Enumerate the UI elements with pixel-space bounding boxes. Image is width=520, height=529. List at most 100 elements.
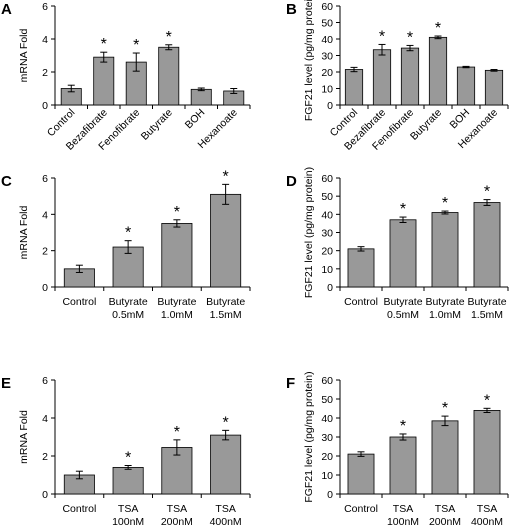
y-tick-label: 40 xyxy=(321,413,333,425)
bar xyxy=(431,212,459,288)
bar xyxy=(372,49,392,106)
y-tick-label: 10 xyxy=(321,470,333,482)
bar xyxy=(161,223,193,288)
y-tick-label: 30 xyxy=(321,432,333,444)
y-tick-label: 4 xyxy=(42,34,48,46)
x-tick-label: 1.5mM xyxy=(471,309,503,321)
y-tick-label: 0 xyxy=(42,282,48,294)
y-tick-label: 30 xyxy=(321,228,333,240)
x-tick-label: 400nM xyxy=(471,516,503,528)
bar xyxy=(400,47,420,106)
bar xyxy=(389,219,417,288)
significance-marker: * xyxy=(223,414,229,431)
x-tick-label: 200nM xyxy=(429,516,461,528)
bar xyxy=(428,36,448,106)
significance-marker: * xyxy=(379,28,385,45)
y-tick-label: 30 xyxy=(321,51,333,63)
y-tick-label: 60 xyxy=(321,1,333,13)
x-tick-label: 1.0mM xyxy=(161,309,193,321)
y-tick-label: 60 xyxy=(321,173,333,185)
y-axis-title: mRNA Fold xyxy=(18,410,30,464)
bar xyxy=(473,202,501,288)
x-tick-label: Control xyxy=(62,296,96,308)
x-tick-label: TSA xyxy=(435,503,455,515)
x-tick-label: 200nM xyxy=(161,516,193,528)
y-axis-title: mRNA Fold xyxy=(18,206,30,260)
x-tick-label: Butyrate xyxy=(408,107,444,143)
panel-d: D 0 10 20 30 40 50 60 FGF21 level (pg/mg protein… xyxy=(286,167,509,321)
significance-marker: * xyxy=(435,20,441,37)
y-tick-label: 4 xyxy=(42,413,48,425)
x-tick-label: 100nM xyxy=(112,516,144,528)
y-tick-label: 20 xyxy=(321,246,333,258)
x-tick-label: TSA xyxy=(118,503,138,515)
y-tick-label: 6 xyxy=(42,375,48,387)
x-tick-label: Butyrate xyxy=(157,296,196,308)
bar xyxy=(112,466,144,495)
x-tick-label: Butyrate xyxy=(139,107,175,143)
significance-marker: * xyxy=(223,168,229,185)
panel-letter: F xyxy=(286,375,295,392)
x-tick-label: Control xyxy=(62,503,96,515)
x-tick-label: Butyrate xyxy=(383,296,422,308)
x-tick-label: TSA xyxy=(167,503,187,515)
x-tick-label: TSA xyxy=(393,503,413,515)
y-axis-title: FGF21 level (pg/mg protein) xyxy=(303,167,315,298)
significance-marker: * xyxy=(133,37,139,54)
significance-marker: * xyxy=(174,424,180,441)
significance-marker: * xyxy=(442,400,448,417)
x-tick-label: 0.5mM xyxy=(112,309,144,321)
y-tick-label: 10 xyxy=(321,84,333,96)
x-tick-label: Butyrate xyxy=(467,296,506,308)
bar xyxy=(158,46,180,106)
x-tick-label: 0.5mM xyxy=(387,309,419,321)
y-tick-label: 60 xyxy=(321,375,333,387)
bar xyxy=(347,248,375,288)
x-tick-label: 1.5mM xyxy=(210,309,242,321)
y-tick-label: 6 xyxy=(42,1,48,13)
x-tick-label: Butyrate xyxy=(425,296,464,308)
x-tick-label: BOH xyxy=(448,107,473,132)
x-tick-label: 100nM xyxy=(387,516,419,528)
bar xyxy=(93,56,115,106)
significance-marker: * xyxy=(442,195,448,212)
significance-marker: * xyxy=(400,201,406,218)
panel-letter: B xyxy=(286,1,297,18)
x-tick-label: 400nM xyxy=(210,516,242,528)
y-tick-label: 6 xyxy=(42,173,48,185)
y-tick-label: 10 xyxy=(321,264,333,276)
y-tick-label: 4 xyxy=(42,209,48,221)
y-tick-label: 2 xyxy=(42,246,48,258)
y-axis-title: FGF21 level (pg/mg protein) xyxy=(303,371,315,502)
x-tick-label: TSA xyxy=(215,503,235,515)
x-tick-label: Control xyxy=(344,296,378,308)
significance-marker: * xyxy=(101,36,107,53)
bar xyxy=(431,420,459,495)
significance-marker: * xyxy=(125,450,131,467)
significance-marker: * xyxy=(400,418,406,435)
y-tick-label: 0 xyxy=(42,100,48,112)
panel-f: F 0 10 20 30 40 50 60 FGF21 level (pg/mg protein… xyxy=(286,371,509,528)
significance-marker: * xyxy=(484,392,490,409)
x-tick-label: TSA xyxy=(477,503,497,515)
x-tick-label: BOH xyxy=(183,107,208,132)
panel-letter: D xyxy=(286,173,297,190)
y-axis-title: FGF21 level (pg/mg protein) xyxy=(303,0,315,121)
y-tick-label: 0 xyxy=(327,489,333,501)
y-tick-label: 40 xyxy=(321,34,333,46)
y-tick-label: 20 xyxy=(321,451,333,463)
y-tick-label: 2 xyxy=(42,67,48,79)
significance-marker: * xyxy=(125,225,131,242)
x-tick-label: Control xyxy=(344,503,378,515)
bar xyxy=(389,436,417,495)
x-tick-label: Butyrate xyxy=(109,296,148,308)
bar xyxy=(347,453,375,495)
y-tick-label: 0 xyxy=(42,489,48,501)
bar xyxy=(210,193,242,288)
y-tick-label: 20 xyxy=(321,67,333,79)
panel-letter: A xyxy=(1,1,12,18)
x-tick-label: 1.0mM xyxy=(429,309,461,321)
significance-marker: * xyxy=(484,184,490,201)
